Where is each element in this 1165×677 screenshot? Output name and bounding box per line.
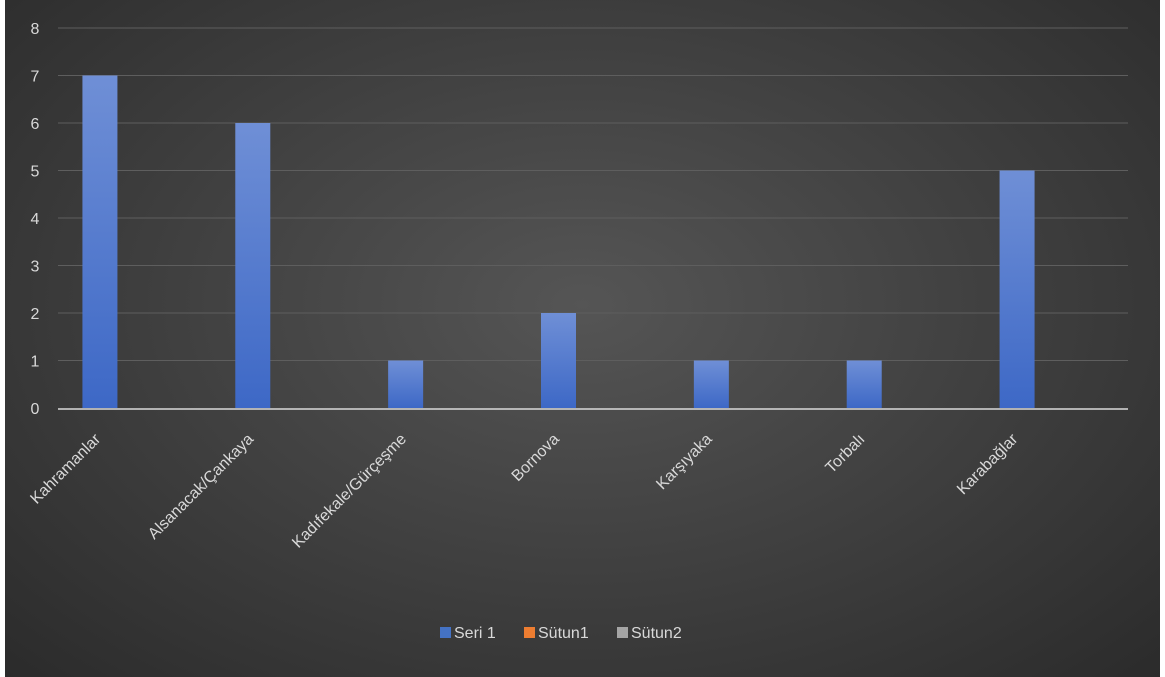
y-tick-label: 3 [31,259,40,276]
category-labels: Kahramanlar Alsanacak/Çankaya Kadıfekale/G… [27,430,1021,551]
y-tick-label: 4 [31,211,40,228]
category-label: Alsanacak/Çankaya [145,431,257,543]
y-axis-ticks: 0 1 2 3 4 5 6 7 8 [31,21,40,418]
legend-swatch [617,627,628,638]
y-tick-label: 1 [31,354,40,371]
legend-swatch [524,627,535,638]
y-tick-label: 8 [31,21,40,38]
gridlines [58,27,1128,361]
bar-1 [82,75,118,408]
legend: Seri 1 Sütun1 Sütun2 [440,625,682,642]
bars [82,75,1035,408]
bar-4 [541,313,576,408]
y-tick-label: 0 [31,401,40,418]
category-label: Bornova [509,431,563,485]
bar-2 [235,123,271,408]
category-label: Karşıyaka [653,431,715,493]
y-tick-label: 6 [31,116,40,133]
legend-label: Seri 1 [454,625,496,642]
legend-label: Sütun1 [538,625,589,642]
bar-3 [388,360,424,408]
legend-swatch [440,627,451,638]
category-label: Karabağlar [954,430,1022,498]
bar-6 [846,360,882,408]
category-label: Kadıfekale/Gürçeşme [289,431,410,552]
legend-label: Sütun2 [631,625,682,642]
category-label: Kahramanlar [27,430,104,507]
y-tick-label: 7 [31,69,40,86]
y-tick-label: 5 [31,164,40,181]
y-tick-label: 2 [31,306,40,323]
category-label: Torbalı [823,431,869,477]
bar-7 [999,170,1035,408]
bar-5 [693,360,729,408]
